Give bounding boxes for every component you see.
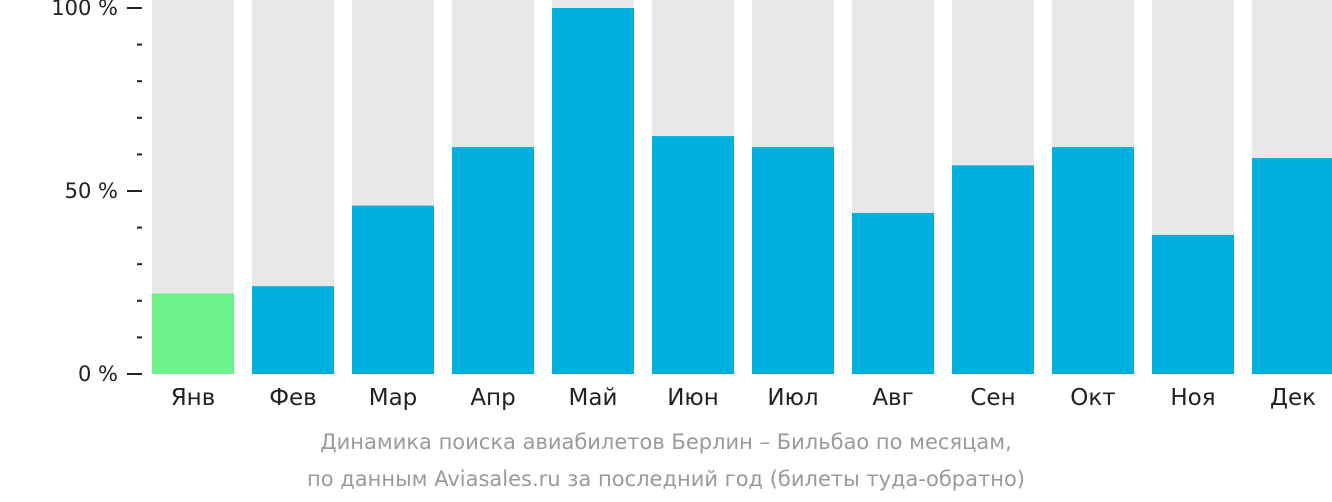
x-tick-label: Июн xyxy=(667,385,719,411)
x-tick-label: Ноя xyxy=(1170,385,1215,411)
chart-caption-line-1: Динамика поиска авиабилетов Берлин – Бил… xyxy=(320,430,1012,454)
x-tick-label: Сен xyxy=(970,385,1015,411)
x-tick-label: Фев xyxy=(269,385,317,411)
x-tick-label: Дек xyxy=(1270,385,1316,411)
bar-6 xyxy=(652,136,734,374)
bar-7 xyxy=(752,147,834,374)
x-tick-label: Апр xyxy=(470,385,515,411)
bar-10 xyxy=(1052,147,1134,374)
bar-chart: 100 % 50 % 0 % Янв Фев Мар Апр Май Июн Июл Авг Сен… xyxy=(51,0,1332,411)
bar-2 xyxy=(252,286,334,374)
bar-4 xyxy=(452,147,534,374)
y-tick-label: 50 % xyxy=(65,179,118,203)
x-tick-label: Май xyxy=(569,385,618,411)
bar-8 xyxy=(852,212,934,374)
y-axis: 100 % 50 % 0 % xyxy=(51,0,142,386)
bar-9 xyxy=(952,165,1034,374)
x-axis: Янв Фев Мар Апр Май Июн Июл Авг Сен Окт Ноя Дек xyxy=(171,385,1316,411)
chart-caption-line-2: по данным Aviasales.ru за последний год … xyxy=(307,467,1025,491)
data-bars xyxy=(152,8,1332,374)
x-tick-label: Янв xyxy=(171,385,216,411)
bar-11 xyxy=(1152,234,1234,374)
bar-1 xyxy=(152,293,234,374)
y-tick-label: 100 % xyxy=(51,0,118,20)
bar-3 xyxy=(352,205,434,374)
y-tick-label: 0 % xyxy=(78,362,118,386)
x-tick-label: Окт xyxy=(1070,385,1115,411)
x-tick-label: Мар xyxy=(369,385,418,411)
bar-5 xyxy=(552,8,634,374)
x-tick-label: Июл xyxy=(767,385,818,411)
x-tick-label: Авг xyxy=(872,385,913,411)
bar-12 xyxy=(1252,158,1332,374)
